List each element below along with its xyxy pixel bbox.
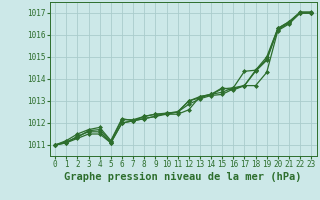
X-axis label: Graphe pression niveau de la mer (hPa): Graphe pression niveau de la mer (hPa) [64,172,302,182]
